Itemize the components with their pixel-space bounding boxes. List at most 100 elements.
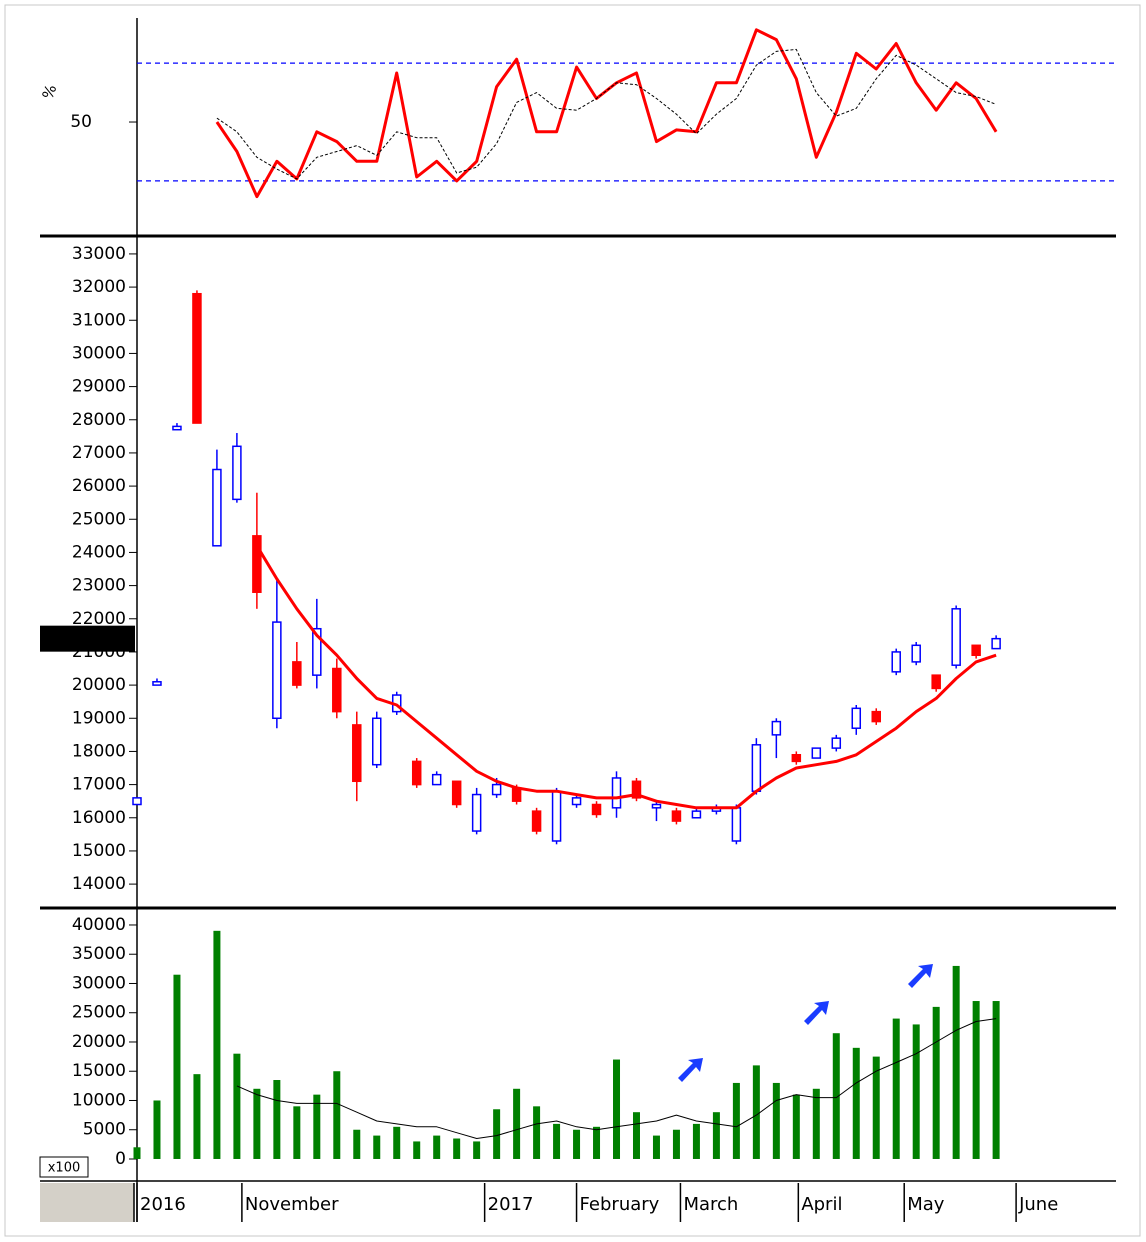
y-tick-label: 0 (115, 1149, 126, 1169)
candle-body (911, 644, 921, 663)
frame (4, 4, 1141, 1237)
y-tick-label: 24000 (72, 542, 126, 562)
volume-bar (712, 1112, 720, 1159)
y-tick-label: 50 (70, 112, 92, 132)
candle-body (751, 744, 762, 792)
candle-body (791, 754, 802, 763)
last-price-box (40, 625, 135, 652)
volume-bar (652, 1135, 660, 1159)
series-line (236, 1018, 997, 1139)
volume-bar (772, 1082, 780, 1159)
y-tick-label: 40000 (72, 915, 126, 935)
volume-bar (233, 1053, 241, 1159)
volume-bar (553, 1123, 561, 1159)
y-tick-label: 25000 (72, 509, 126, 529)
volume-bar (752, 1065, 760, 1159)
volume-bar (892, 1018, 900, 1159)
x-tick-label: February (580, 1194, 660, 1215)
y-tick-label: 16000 (72, 808, 126, 828)
y-tick-label: 23000 (72, 576, 126, 596)
y-tick-label: 20000 (72, 1032, 126, 1052)
unit-box (39, 1156, 89, 1178)
y-tick-label: 17000 (72, 775, 126, 795)
candle-body (511, 787, 522, 802)
volume-bar (273, 1080, 281, 1159)
volume-bar (433, 1135, 441, 1159)
volume-bar (952, 965, 960, 1159)
x-tick-label: April (801, 1194, 842, 1215)
x-tick-label: May (907, 1194, 945, 1215)
candle-body (871, 710, 881, 723)
volume-bar (972, 1001, 980, 1159)
candle-body (631, 780, 642, 799)
y-tick-label: 18000 (72, 741, 126, 761)
x-tick-label: 2016 (140, 1194, 186, 1215)
volume-bar (632, 1112, 640, 1159)
volume-bar (533, 1106, 541, 1159)
volume-bar (513, 1088, 521, 1159)
volume-bar (353, 1129, 361, 1159)
candle-body (771, 720, 782, 736)
y-tick-label: 5000 (83, 1120, 126, 1140)
candle-body (451, 780, 462, 806)
y-tick-label: 14000 (72, 874, 126, 894)
series-line (215, 28, 998, 199)
candle-body (591, 803, 602, 816)
candle-body (352, 724, 362, 783)
volume-bar (493, 1109, 501, 1159)
x-tick-label: 2017 (488, 1194, 534, 1215)
volume-bar (173, 974, 181, 1159)
y-tick-label: 31000 (72, 310, 126, 330)
candle-body (411, 760, 422, 786)
y-tick-label: 29000 (72, 377, 126, 397)
candle-body (931, 674, 941, 690)
volume-bar (293, 1106, 301, 1159)
volume-bar (153, 1100, 161, 1159)
y-tick-label: 33000 (72, 244, 126, 264)
candle-body (691, 810, 702, 819)
candle-body (651, 803, 662, 809)
candle-body (431, 773, 442, 786)
volume-bar (213, 930, 221, 1159)
candle-body (332, 667, 342, 713)
volume-bar (193, 1074, 201, 1159)
volume-bar (732, 1082, 740, 1159)
volume-bar (253, 1088, 261, 1159)
candle-body (991, 637, 1001, 650)
y-axis-label: % (39, 82, 61, 102)
series-line (216, 48, 997, 180)
x-tick-label: March (683, 1194, 738, 1215)
y-tick-label: 28000 (72, 410, 126, 430)
y-tick-label: 30000 (72, 343, 126, 363)
volume-bar (932, 1006, 940, 1159)
candle-body (252, 535, 262, 593)
volume-bar (613, 1059, 621, 1159)
volume-bar (692, 1123, 700, 1159)
candle-body (811, 747, 822, 759)
volume-bar (313, 1094, 321, 1159)
candle-body (531, 810, 542, 832)
y-tick-label: 20000 (72, 675, 126, 695)
volume-bar (453, 1138, 461, 1159)
y-tick-label: 30000 (72, 973, 126, 993)
volume-bar (992, 1001, 1000, 1159)
series-line (255, 545, 997, 810)
y-tick-label: 19000 (72, 708, 126, 728)
y-tick-label: 35000 (72, 944, 126, 964)
candle-body (152, 681, 162, 686)
volume-bar (573, 1129, 581, 1159)
volume-bar (333, 1071, 341, 1159)
candle-body (951, 608, 961, 666)
candle-body (671, 810, 682, 822)
volume-bar (133, 1147, 141, 1159)
candle-body (212, 468, 222, 547)
volume-bar (373, 1135, 381, 1159)
volume-bar (852, 1047, 860, 1159)
candle-body (571, 797, 582, 806)
volume-bar (812, 1088, 820, 1159)
unit-label: x100 (48, 1161, 81, 1176)
volume-bar (413, 1141, 421, 1159)
y-tick-label: 27000 (72, 443, 126, 463)
